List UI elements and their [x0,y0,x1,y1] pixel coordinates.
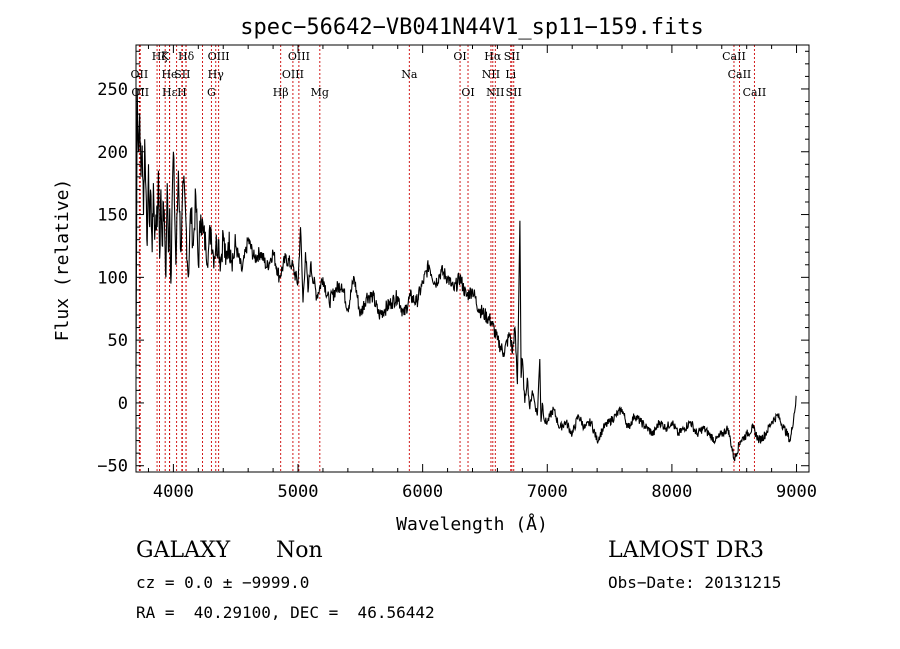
y-tick-label: 50 [108,331,128,351]
line-marker-label: SII [506,86,522,99]
line-marker-label: Hα [484,50,502,63]
y-tick-label: 250 [97,80,128,100]
line-marker-label: OIII [208,50,230,63]
line-marker-label: SII [174,68,190,81]
y-tick-label: 100 [97,268,128,288]
line-marker-label: He [161,68,177,81]
line-marker-label: H [177,86,187,99]
x-tick-label: 9000 [776,482,817,502]
line-marker-label: OIII [288,50,310,63]
line-marker-label: NII [482,68,500,81]
x-axis-label: Wavelength (Å) [396,513,548,535]
line-marker-label: CaII [722,50,746,63]
x-axis-ticks: 4000 5000 6000 7000 8000 9000 [147,45,817,502]
line-marker-label: OII [131,86,149,99]
object-subclass: Non [276,538,323,563]
x-tick-label: 7000 [527,482,568,502]
chart-title: spec−56642−VB041N44V1_sp11−159.fits [240,15,704,40]
y-tick-label: −50 [97,457,128,477]
observation-date: Obs−Date: 20131215 [608,573,782,592]
line-marker-label: Na [401,68,418,81]
plot-frame [135,44,810,473]
x-tick-label: 4000 [153,482,194,502]
y-tick-label: 150 [97,206,128,226]
line-marker-label: Mg [311,86,329,99]
line-marker-label: CaII [728,68,752,81]
line-marker-label: CaII [743,86,767,99]
line-marker-label: OI [453,50,466,63]
line-marker-label: OIII [282,68,304,81]
line-marker-label: OII [131,68,149,81]
survey-name: LAMOST DR3 [608,538,764,563]
spectrum-line [135,88,797,462]
line-marker-label: Hε [162,86,178,99]
line-marker-label: Hβ [273,86,289,99]
line-marker-label: Hζ [152,50,168,63]
line-marker-label: Hδ [178,50,195,63]
x-tick-label: 8000 [651,482,692,502]
y-tick-label: 200 [97,143,128,163]
line-marker-label: Li [505,68,516,81]
line-marker-label: NII [486,86,504,99]
line-marker-label: OI [461,86,474,99]
line-marker-label: G [207,86,216,99]
line-marker-label: SII [504,50,520,63]
x-tick-label: 5000 [278,482,319,502]
line-marker-label: Hγ [208,68,225,81]
y-axis-label: Flux (relative) [52,179,73,342]
coordinates-readout: RA = 40.29100, DEC = 46.56442 [136,603,435,622]
y-tick-label: 0 [118,394,128,414]
object-class: GALAXY [136,538,231,563]
line-marker-label: K [161,50,170,63]
y-axis-ticks: −50 0 50 100 150 200 250 [97,50,809,477]
emission-line-markers [138,45,755,472]
x-tick-label: 6000 [402,482,443,502]
redshift-readout: cz = 0.0 ± −9999.0 [136,573,310,592]
